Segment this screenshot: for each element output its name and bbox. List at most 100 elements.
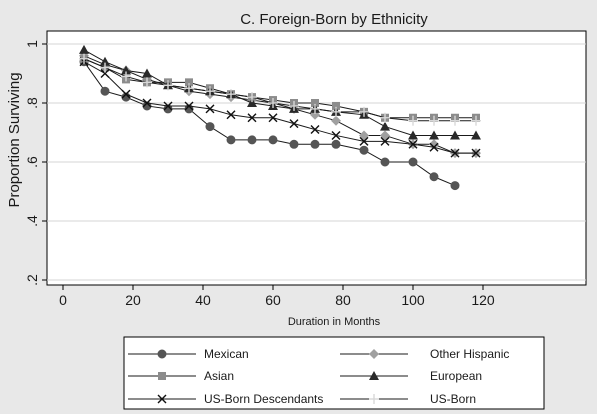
y-axis-label: Proportion Surviving: [6, 72, 23, 207]
marker-stroke: [184, 101, 194, 111]
data-point-us-born-descendants: [268, 113, 278, 123]
data-point-asian: [332, 101, 340, 110]
data-point-european: [247, 98, 257, 107]
data-point-us-born: [429, 115, 439, 126]
data-point-european: [429, 130, 439, 140]
data-point-us-born: [310, 103, 320, 114]
data-point-us-born: [408, 115, 418, 126]
data-point-mexican: [184, 104, 194, 114]
data-point-us-born-descendants: [331, 130, 341, 140]
data-point-other-hispanic: [331, 115, 341, 126]
data-point-us-born-descendants: [142, 98, 152, 108]
data-point-us-born-descendants: [184, 101, 194, 111]
x-tick-label: 20: [125, 292, 141, 308]
series-us-born-descendants: [79, 57, 481, 158]
data-point-us-born: [289, 100, 299, 111]
data-point-us-born-descendants: [380, 136, 390, 146]
data-point-mexican: [429, 172, 439, 182]
marker-stroke: [289, 119, 299, 129]
marker-stroke: [247, 113, 257, 123]
legend-marker: [369, 371, 379, 380]
marker-stroke: [359, 136, 369, 146]
data-point-us-born: [121, 71, 131, 82]
data-point-us-born-descendants: [450, 148, 460, 158]
data-point-mexican: [408, 157, 418, 167]
data-point-european: [471, 130, 481, 140]
axes: .2 .4 .6 .8 1 0 20 40 60 80 100 120: [24, 40, 495, 308]
data-point-us-born: [226, 89, 236, 100]
legend-item-other-hispanic: Other Hispanic: [340, 347, 509, 361]
x-axis-label: Duration in Months: [288, 316, 381, 328]
grid-lines: [47, 43, 586, 281]
marker-stroke: [205, 104, 215, 114]
data-point-us-born-descendants: [408, 139, 418, 149]
legend-label: Asian: [204, 369, 234, 383]
data-point-mexican: [142, 101, 152, 111]
marker-stroke: [142, 98, 152, 108]
series-us-born: [79, 53, 481, 126]
data-point-us-born: [100, 62, 110, 73]
marker-stroke: [331, 130, 341, 140]
data-point-us-born-descendants: [429, 142, 439, 152]
data-point-mexican: [359, 145, 369, 155]
marker-stroke: [163, 101, 173, 111]
data-point-us-born: [205, 86, 215, 97]
y-tick-label: .4: [24, 215, 40, 227]
data-point-mexican: [163, 104, 173, 114]
legend-label: Other Hispanic: [430, 347, 509, 361]
data-point-us-born: [380, 112, 390, 123]
data-point-asian: [311, 99, 319, 107]
data-point-mexican: [268, 135, 278, 145]
marker-stroke: [310, 125, 320, 135]
y-tick-label: .6: [24, 156, 40, 168]
legend-item-mexican: Mexican: [128, 347, 249, 361]
marker-stroke: [268, 113, 278, 123]
chart-title: C. Foreign-Born by Ethnicity: [240, 11, 428, 28]
marker-stroke: [157, 394, 167, 404]
legend-box: [123, 336, 545, 410]
data-point-mexican: [380, 157, 390, 167]
data-point-us-born-descendants: [205, 104, 215, 114]
x-tick-label: 0: [59, 292, 67, 308]
legend-label: US-Born Descendants: [204, 392, 323, 406]
data-point-mexican: [450, 181, 460, 191]
data-point-us-born: [268, 98, 278, 108]
data-point-us-born: [184, 83, 194, 94]
data-point-mexican: [289, 139, 299, 149]
data-point-us-born-descendants: [289, 119, 299, 129]
data-point-us-born: [79, 53, 89, 64]
data-point-us-born: [471, 115, 481, 126]
legend-marker: [158, 372, 166, 380]
data-point-us-born: [331, 106, 341, 117]
x-tick-label: 80: [335, 292, 351, 308]
marker-stroke: [450, 148, 460, 158]
series-layer: [79, 44, 481, 191]
data-point-mexican: [100, 86, 110, 96]
marker-stroke: [226, 110, 236, 120]
legend-item-european: European: [340, 369, 482, 383]
marker-stroke: [380, 136, 390, 146]
data-point-us-born: [163, 80, 173, 91]
y-tick-label: .2: [24, 274, 40, 286]
legend-label: Mexican: [204, 347, 249, 361]
x-tick-label: 120: [471, 292, 495, 308]
data-point-european: [142, 68, 152, 78]
y-tick-label: .8: [24, 97, 40, 109]
data-point-us-born-descendants: [100, 69, 110, 78]
legend-label: European: [430, 369, 482, 383]
data-point-asian: [185, 78, 193, 87]
data-point-us-born-descendants: [471, 148, 481, 158]
data-point-european: [450, 130, 460, 140]
data-point-us-born-descendants: [247, 113, 257, 123]
legend-item-us-born: US-Born: [340, 392, 476, 406]
legend-marker: [369, 394, 379, 404]
marker-stroke: [429, 142, 439, 152]
x-tick-label: 60: [265, 292, 281, 308]
x-tick-label: 40: [195, 292, 211, 308]
data-point-us-born: [247, 92, 257, 103]
legend-marker: [369, 349, 379, 359]
legend: Mexican Other Hispanic Asian European US-Bor…: [123, 336, 545, 410]
data-point-us-born-descendants: [310, 125, 320, 135]
data-point-mexican: [310, 139, 320, 149]
